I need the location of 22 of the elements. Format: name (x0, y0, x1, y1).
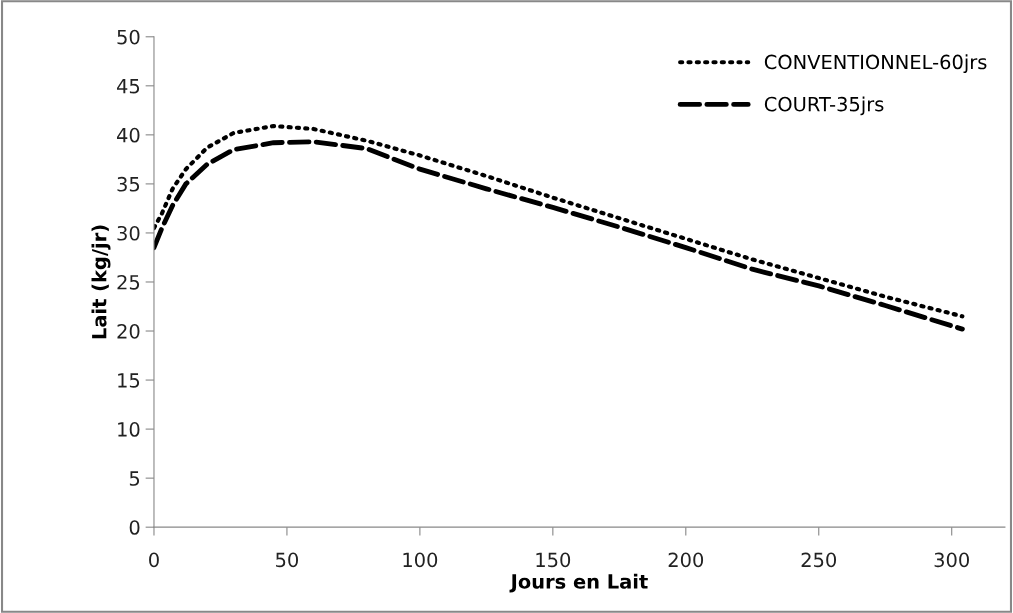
y-tick-label: 45 (116, 79, 140, 94)
y-tick-label: 0 (129, 520, 140, 535)
x-tick-label: 250 (801, 552, 837, 568)
y-tick-label: 15 (118, 373, 140, 388)
y-tick-label: 25 (117, 274, 140, 290)
y-tick-label: 5 (129, 471, 140, 486)
y-tick-label: 40 (116, 127, 140, 143)
y-tick-label: 30 (117, 225, 140, 241)
x-tick-label: 200 (668, 552, 704, 568)
x-tick-label: 50 (276, 552, 299, 568)
x-tick-label: 150 (536, 552, 571, 568)
y-tick-label: 10 (118, 422, 140, 437)
y-axis-title: Lait (kg/jr) (91, 225, 111, 339)
x-tick-label: 0 (149, 552, 159, 568)
legend-label: CONVENTIONNEL-60jrs (764, 54, 987, 74)
x-axis-title: Jours en Lait (509, 573, 648, 593)
y-tick-label: 35 (117, 176, 140, 192)
y-tick-label: 50 (117, 29, 140, 45)
x-tick-label: 100 (403, 552, 438, 568)
y-tick-label: 20 (117, 323, 140, 339)
legend-label: COURT-35jrs (764, 96, 884, 116)
x-tick-label: 300 (934, 552, 969, 568)
